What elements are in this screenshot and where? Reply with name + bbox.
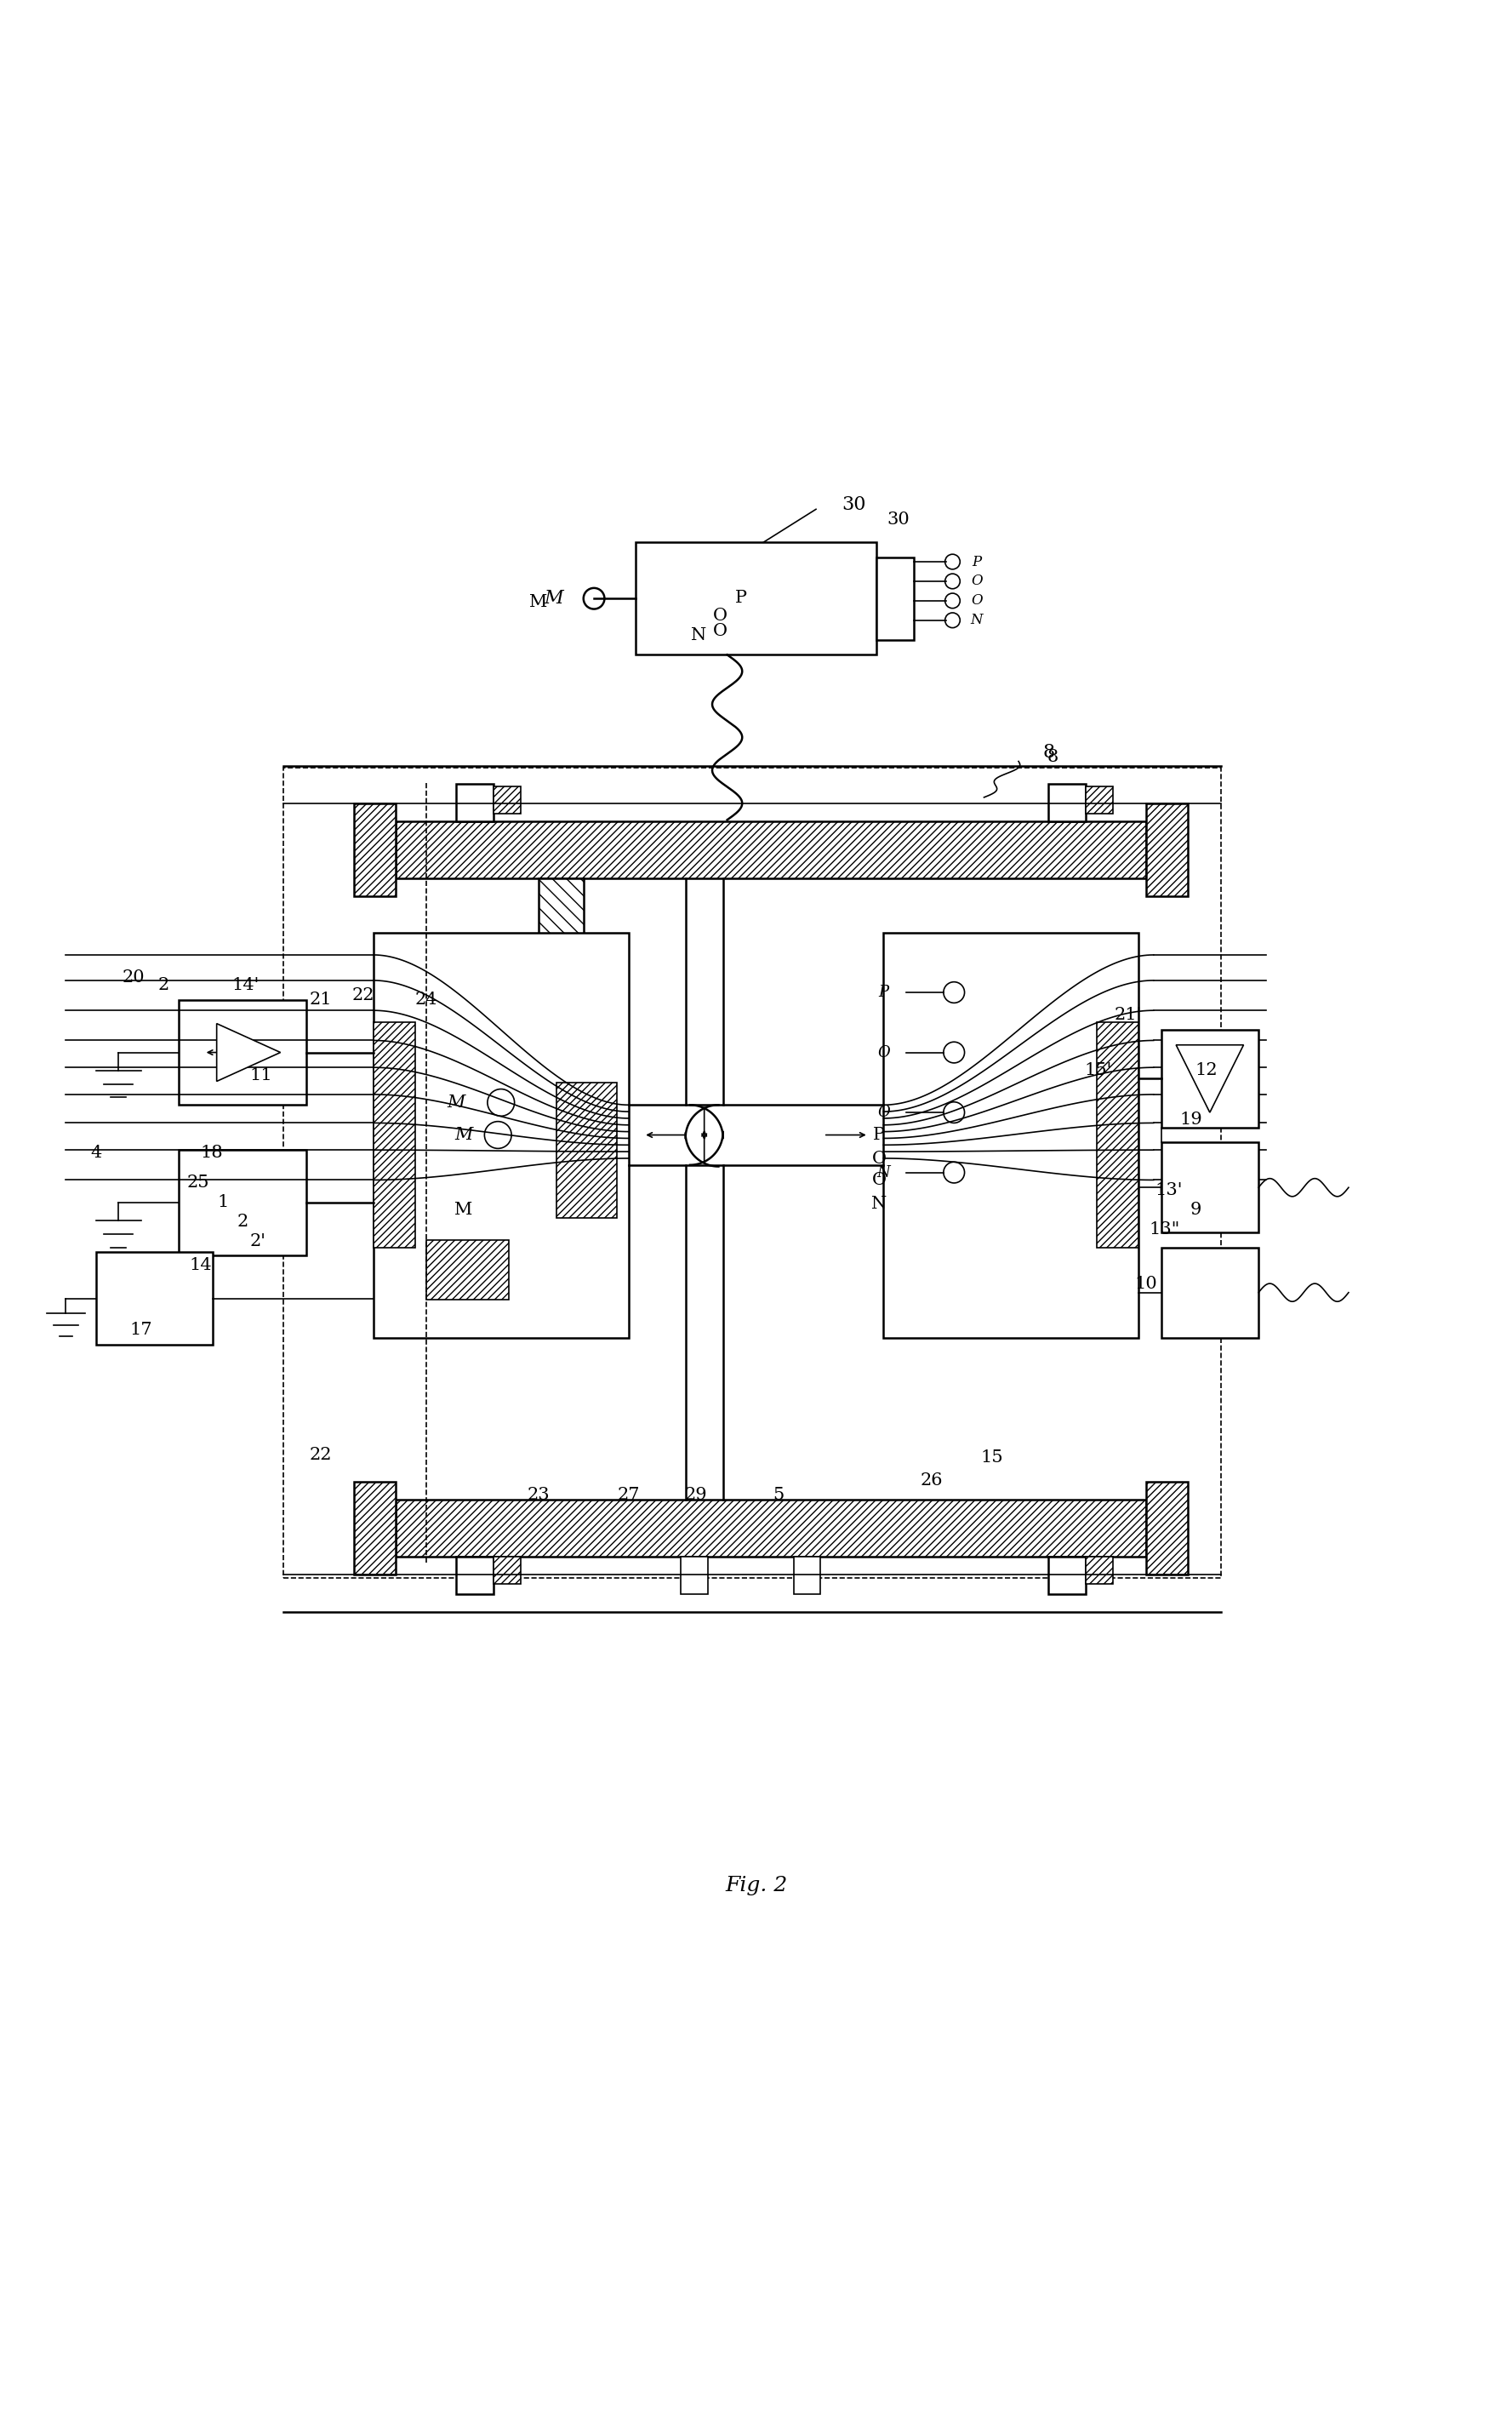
Bar [794, 1556, 821, 1595]
Bar [883, 933, 1139, 1337]
Text: 13': 13' [1155, 1183, 1182, 1198]
Bar [1086, 787, 1113, 813]
Text: 14': 14' [233, 976, 260, 993]
Text: O: O [872, 1152, 886, 1166]
Text: M: M [529, 594, 547, 611]
Text: M: M [544, 589, 562, 609]
Bar [493, 1556, 520, 1583]
Text: 23: 23 [528, 1488, 550, 1502]
Text: 30: 30 [841, 494, 866, 514]
Text: 2': 2' [249, 1235, 266, 1249]
Text: 15': 15' [1084, 1062, 1111, 1079]
Bar [1048, 784, 1086, 821]
Bar [875, 558, 913, 640]
Bar [396, 821, 1146, 879]
Text: 4: 4 [91, 1144, 101, 1161]
Text: 22: 22 [310, 1446, 333, 1463]
Bar [95, 1252, 213, 1344]
Text: 21: 21 [310, 991, 333, 1008]
Text: O: O [877, 1105, 889, 1120]
Text: 2: 2 [237, 1215, 248, 1230]
Text: 9: 9 [1190, 1203, 1201, 1218]
Text: P: P [872, 1127, 885, 1142]
Text: 22: 22 [352, 986, 375, 1003]
Text: O: O [872, 1171, 886, 1188]
Text: Fig. 2: Fig. 2 [724, 1875, 788, 1894]
Bar [1086, 1556, 1113, 1583]
Text: 10: 10 [1134, 1276, 1157, 1291]
Bar [283, 767, 1222, 1578]
Text: O: O [877, 1045, 889, 1059]
Text: 11: 11 [249, 1067, 272, 1084]
Text: 25: 25 [186, 1176, 209, 1191]
Text: 12: 12 [1194, 1062, 1217, 1079]
Text: O: O [971, 594, 983, 609]
Text: 8: 8 [1042, 743, 1054, 762]
Text: 26: 26 [921, 1473, 943, 1488]
Bar [457, 1556, 493, 1595]
Text: M: M [448, 1093, 466, 1110]
Bar [396, 1500, 1146, 1556]
Text: P: P [878, 984, 889, 1001]
Bar [373, 933, 629, 1337]
Text: M: M [455, 1127, 473, 1142]
Bar [556, 1084, 617, 1218]
Bar [1161, 1247, 1258, 1337]
Bar [1048, 1556, 1086, 1595]
Text: 5: 5 [773, 1488, 785, 1502]
Text: O: O [712, 623, 727, 638]
Text: 24: 24 [414, 991, 437, 1008]
Text: N: N [691, 628, 706, 643]
Bar [426, 1239, 508, 1300]
Text: N: N [971, 614, 983, 628]
Bar [1146, 1480, 1188, 1575]
Text: N: N [871, 1196, 886, 1213]
Polygon shape [1176, 1045, 1243, 1113]
Bar [178, 1001, 305, 1105]
Text: M: M [455, 1203, 473, 1218]
Bar [354, 1480, 396, 1575]
Text: 1: 1 [218, 1196, 230, 1210]
Text: 13": 13" [1149, 1222, 1179, 1237]
Bar [373, 1023, 416, 1247]
Text: 18: 18 [200, 1144, 222, 1161]
Text: N: N [877, 1164, 891, 1181]
Bar [637, 543, 875, 655]
Text: 14: 14 [189, 1256, 212, 1274]
Bar [538, 879, 584, 937]
Bar [1161, 1142, 1258, 1232]
Bar [1161, 1030, 1258, 1127]
Text: 20: 20 [122, 969, 145, 986]
Text: 15: 15 [980, 1449, 1002, 1466]
Text: P: P [972, 555, 981, 570]
Text: 27: 27 [617, 1488, 640, 1502]
Text: 17: 17 [130, 1322, 153, 1339]
Polygon shape [216, 1023, 280, 1081]
Text: 8: 8 [1048, 748, 1058, 765]
Text: 30: 30 [888, 511, 910, 528]
Text: 21': 21' [1114, 1006, 1142, 1023]
Text: 2: 2 [157, 976, 169, 993]
Text: 29: 29 [685, 1488, 708, 1502]
Bar [178, 1149, 305, 1254]
Bar [354, 804, 396, 896]
Bar [457, 784, 493, 821]
Bar [1096, 1023, 1139, 1247]
Text: 19: 19 [1179, 1113, 1202, 1127]
Text: O: O [712, 609, 727, 623]
Text: P: P [735, 589, 747, 606]
Text: O: O [971, 575, 983, 589]
Bar [493, 787, 520, 813]
Bar [680, 1556, 708, 1595]
Bar [1146, 804, 1188, 896]
